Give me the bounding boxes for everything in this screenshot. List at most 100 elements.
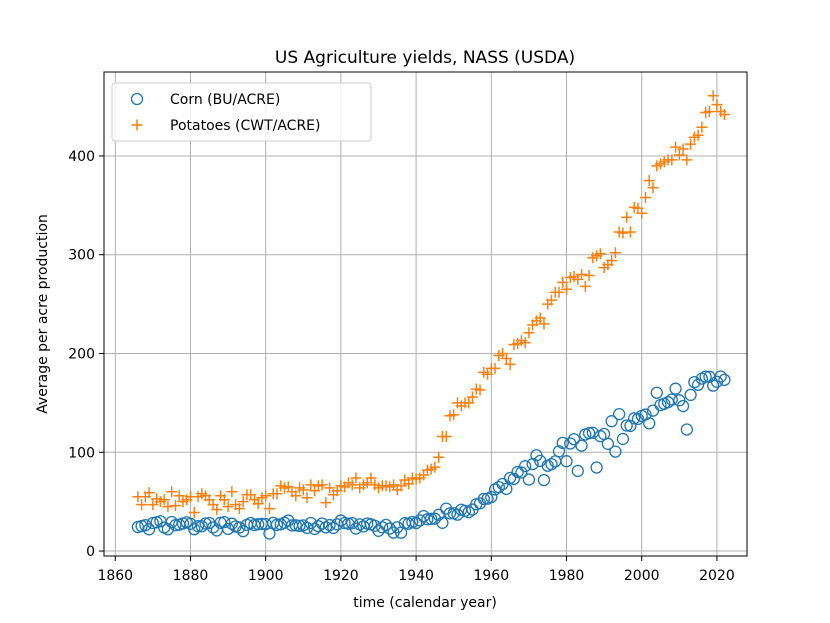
corn-point xyxy=(436,516,449,529)
corn-point xyxy=(421,513,434,526)
potatoes-point xyxy=(670,141,682,153)
legend-corn-marker xyxy=(130,92,144,106)
potatoes-point xyxy=(237,496,249,508)
x-tick-label: 1980 xyxy=(549,568,585,584)
potatoes-point xyxy=(324,482,336,494)
corn-point xyxy=(199,517,212,530)
potatoes-point xyxy=(271,488,283,500)
corn-point xyxy=(601,437,615,450)
potatoes-point xyxy=(553,286,565,298)
potatoes-point xyxy=(147,499,159,511)
potatoes-point xyxy=(519,337,531,349)
corn-point xyxy=(624,419,637,433)
corn-point xyxy=(616,432,630,446)
corn-point xyxy=(680,423,693,436)
corn-point xyxy=(707,379,720,392)
potatoes-point xyxy=(538,318,550,330)
x-tick-label: 2020 xyxy=(699,568,735,584)
corn-point xyxy=(522,473,536,486)
corn-point xyxy=(424,512,438,525)
potatoes-point xyxy=(218,494,230,506)
potatoes-point xyxy=(666,154,678,166)
corn-point xyxy=(409,516,423,530)
potatoes-point xyxy=(643,175,655,187)
potatoes-point xyxy=(647,182,659,194)
corn-point xyxy=(169,519,182,532)
corn-point xyxy=(718,373,731,387)
grid-layer xyxy=(104,72,747,556)
potatoes-point xyxy=(594,248,606,260)
potatoes-point xyxy=(636,207,648,219)
corn-point xyxy=(492,480,505,494)
potatoes-point xyxy=(143,487,155,499)
corn-point xyxy=(620,419,633,432)
corn-point xyxy=(379,518,393,532)
corn-point xyxy=(515,466,528,479)
potatoes-point xyxy=(482,368,494,380)
corn-point xyxy=(631,412,645,426)
corn-point xyxy=(462,505,475,519)
x-tick-label: 1940 xyxy=(398,568,434,584)
legend-corn-label: Corn (BU/ACRE) xyxy=(170,92,280,108)
potatoes-point xyxy=(158,494,170,506)
potatoes-point xyxy=(301,492,313,504)
potatoes-point xyxy=(188,507,200,519)
corn-point xyxy=(560,455,573,468)
potatoes-point xyxy=(448,409,460,421)
potatoes-point xyxy=(320,497,332,509)
y-tick-label: 200 xyxy=(68,347,95,363)
potatoes-point xyxy=(290,490,302,502)
axes-frame xyxy=(103,71,748,557)
potatoes-point xyxy=(429,461,441,473)
corn-point xyxy=(293,519,306,533)
corn-point xyxy=(688,376,701,389)
tick-layer: 1860 1880 1900 1920 1940 1960 1980 2000 2020 0 100… xyxy=(68,149,734,584)
potatoes-point xyxy=(260,490,272,502)
corn-point xyxy=(289,519,302,532)
potatoes-point xyxy=(617,227,629,239)
corn-point xyxy=(161,523,175,536)
corn-point xyxy=(252,518,265,531)
potatoes-point xyxy=(166,486,178,498)
corn-point xyxy=(545,457,558,471)
corn-point xyxy=(500,482,513,496)
corn-point xyxy=(590,461,603,474)
potatoes-point xyxy=(433,451,445,463)
corn-point xyxy=(372,524,385,537)
potatoes-point xyxy=(534,312,546,324)
corn-point xyxy=(443,507,457,520)
potatoes-point xyxy=(718,108,730,120)
corn-point xyxy=(519,460,532,473)
corn-point xyxy=(567,433,581,446)
potatoes-point xyxy=(692,129,704,141)
corn-point xyxy=(263,527,276,540)
corn-point xyxy=(327,521,340,535)
y-tick-label: 100 xyxy=(68,445,95,461)
potatoes-point xyxy=(583,269,595,281)
chart-title: US Agriculture yields, NASS (USDA) xyxy=(275,48,575,68)
potatoes-point xyxy=(696,121,708,133)
y-tick-label: 400 xyxy=(68,149,95,165)
potatoes-point xyxy=(673,149,685,161)
potatoes-point xyxy=(365,472,377,484)
y-tick-label: 300 xyxy=(68,248,95,264)
corn-point xyxy=(297,519,310,532)
potatoes-point xyxy=(252,498,264,510)
corn-point xyxy=(643,417,656,430)
corn-point xyxy=(676,399,690,413)
potatoes-point xyxy=(316,479,328,491)
potatoes-point xyxy=(346,479,358,491)
potatoes-point xyxy=(621,211,633,223)
corn-point xyxy=(218,515,231,529)
corn-point xyxy=(417,509,430,523)
legend-box xyxy=(111,82,372,142)
corn-point xyxy=(650,386,663,399)
potatoes-point xyxy=(624,226,636,238)
potatoes-point xyxy=(561,283,573,295)
corn-point xyxy=(188,523,201,536)
potatoes-point xyxy=(576,268,588,280)
potatoes-point xyxy=(579,280,591,292)
potatoes-point xyxy=(606,255,618,267)
corn-point xyxy=(609,445,622,458)
y-tick-label: 0 xyxy=(86,544,95,560)
